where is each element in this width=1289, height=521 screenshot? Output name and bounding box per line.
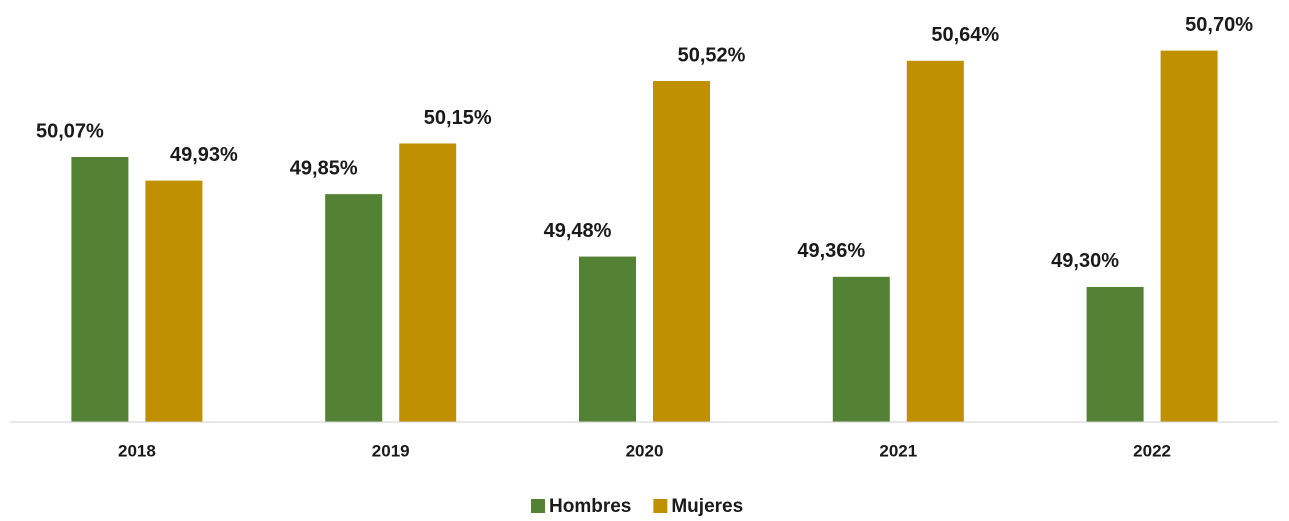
data-label: 50,15%: [424, 107, 492, 129]
bar: [653, 81, 710, 423]
bar: [145, 180, 203, 422]
legend-swatch: [531, 499, 545, 513]
data-label: 49,36%: [797, 240, 865, 262]
bar: [399, 143, 457, 423]
bar: [579, 256, 636, 422]
x-tick-label: 2018: [118, 441, 156, 460]
bar: [1086, 286, 1144, 422]
data-label: 50,52%: [678, 44, 746, 66]
bar: [906, 60, 964, 422]
x-tick-label: 2019: [372, 441, 410, 460]
bar: [71, 156, 129, 422]
x-tick-label: 2021: [879, 441, 917, 460]
bar: [832, 276, 890, 422]
data-label: 50,07%: [36, 120, 104, 142]
legend-swatch: [653, 499, 668, 513]
legend-label: Mujeres: [671, 496, 743, 517]
legend-label: Hombres: [549, 496, 631, 517]
data-label: 49,93%: [170, 144, 238, 166]
data-label: 49,85%: [290, 157, 358, 179]
bar: [325, 194, 383, 422]
data-label: 50,70%: [1185, 14, 1253, 36]
x-tick-label: 2020: [626, 441, 664, 460]
bar: [1160, 50, 1218, 422]
data-label: 50,64%: [931, 24, 999, 46]
x-tick-label: 2022: [1133, 441, 1171, 460]
data-label: 49,48%: [544, 220, 612, 242]
data-label: 49,30%: [1051, 250, 1119, 272]
